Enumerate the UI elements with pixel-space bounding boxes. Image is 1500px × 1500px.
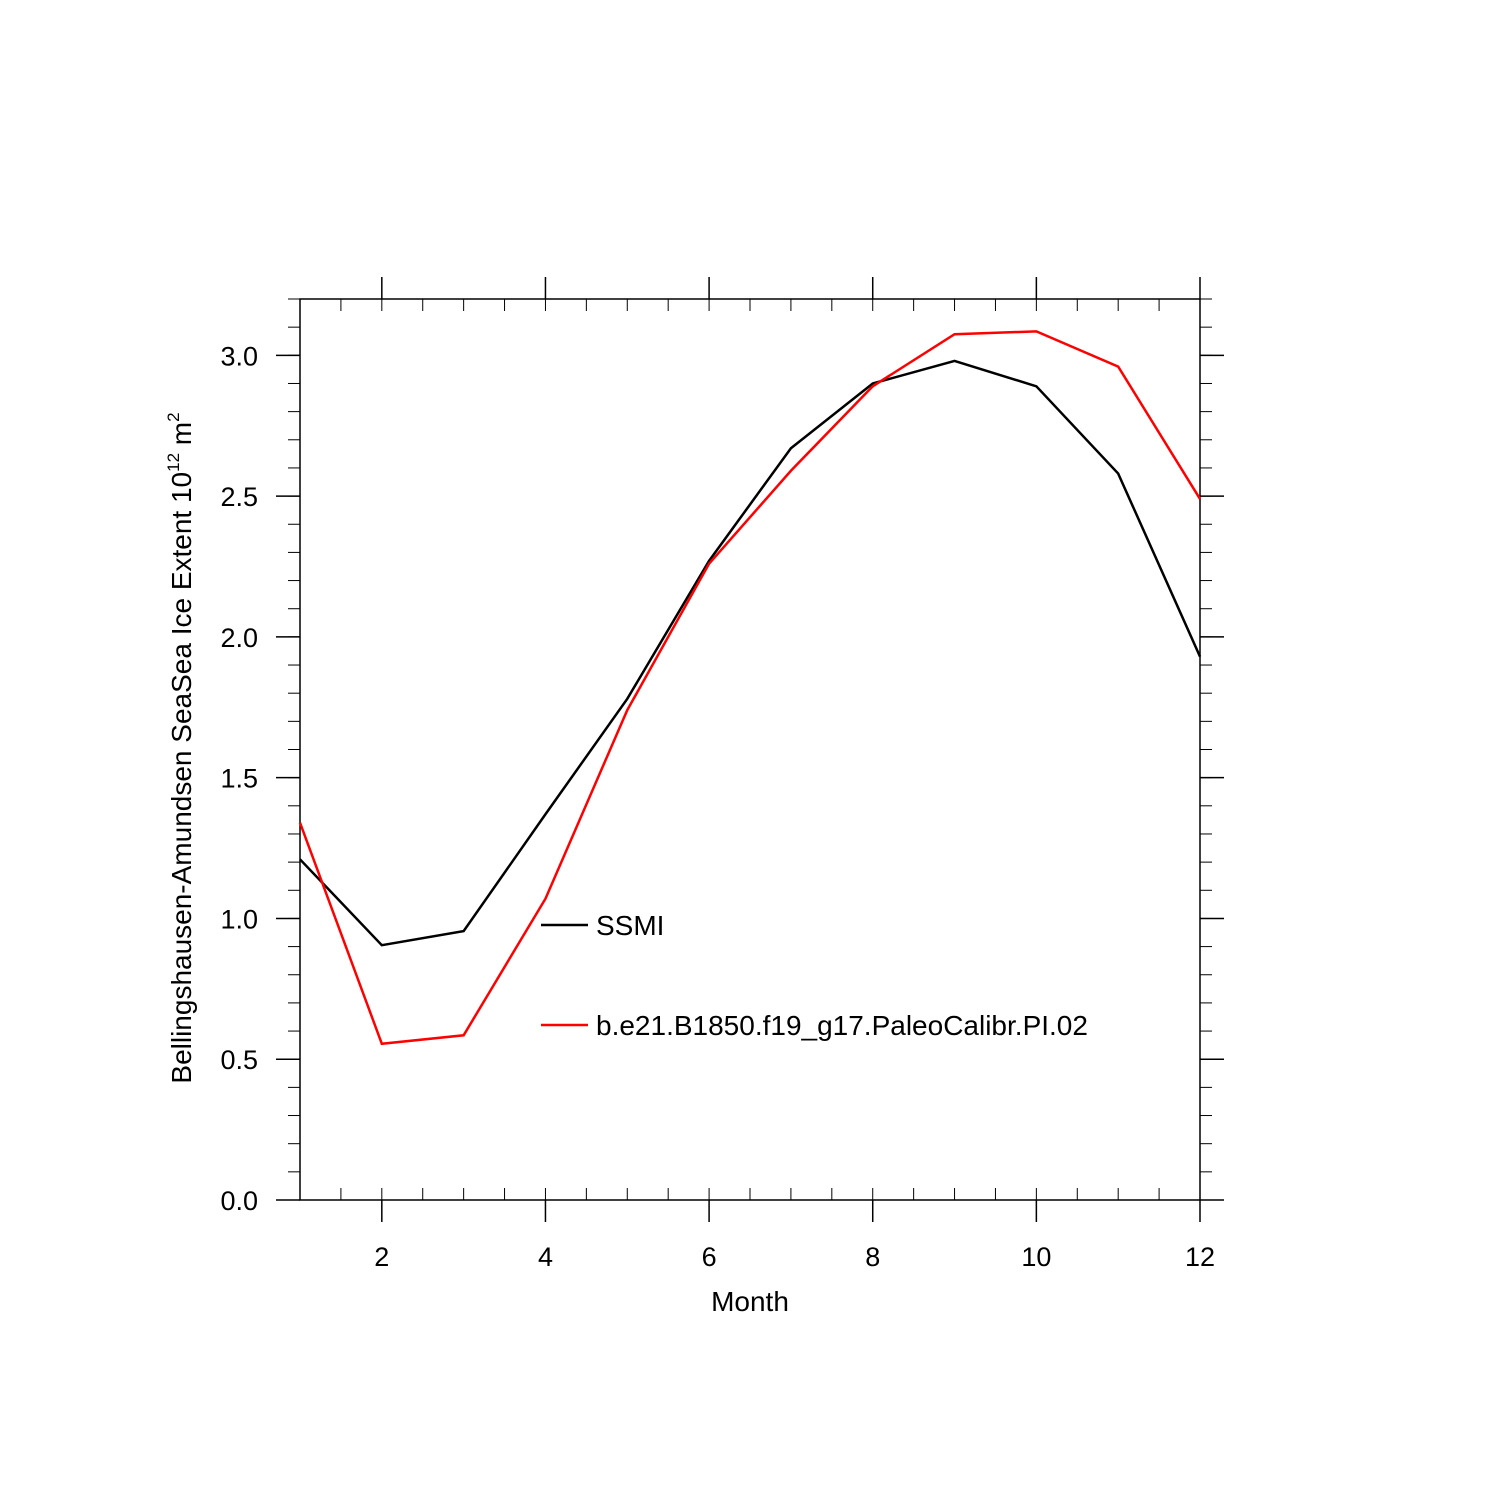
x-tick-label: 12 (1185, 1242, 1215, 1272)
x-tick-label: 4 (538, 1242, 553, 1272)
y-tick-labels: 0.0 0.5 1.0 1.5 2.0 2.5 3.0 (220, 341, 258, 1216)
y-axis-title-unit-exponent: 2 (164, 412, 183, 421)
x-tick-label: 10 (1021, 1242, 1051, 1272)
y-tick-label: 0.0 (220, 1186, 258, 1216)
y-axis-title-text: Bellingshausen-Amundsen SeaSea Ice Exten… (166, 472, 197, 1084)
y-tick-label: 3.0 (220, 341, 258, 371)
y-tick-label: 2.5 (220, 482, 258, 512)
y-tick-label: 1.5 (220, 764, 258, 794)
y-tick-label: 2.0 (220, 623, 258, 653)
x-axis-title: Month (711, 1286, 789, 1317)
x-tick-labels: 2 4 6 8 10 12 (374, 1242, 1215, 1272)
legend: SSMI b.e21.B1850.f19_g17.PaleoCalibr.PI.0… (541, 910, 1088, 1041)
y-axis-title-exponent: 12 (164, 453, 183, 472)
y-axis-title-unit: m (166, 422, 197, 453)
series-line-0 (299, 359, 1202, 947)
y-tick-label: 1.0 (220, 904, 258, 934)
legend-label-1: b.e21.B1850.f19_g17.PaleoCalibr.PI.02 (596, 1010, 1088, 1041)
x-tick-label: 2 (374, 1242, 389, 1272)
x-tick-label: 8 (865, 1242, 880, 1272)
series-line-1 (298, 330, 1202, 1046)
y-tick-label: 0.5 (220, 1045, 258, 1075)
series-layer (298, 330, 1202, 1046)
x-tick-label: 6 (702, 1242, 717, 1272)
major-ticks (276, 277, 1224, 1222)
y-axis-title: Bellingshausen-Amundsen SeaSea Ice Exten… (164, 412, 197, 1083)
legend-label-0: SSMI (596, 910, 664, 941)
plot-frame (299, 298, 1201, 1201)
minor-ticks (288, 298, 1212, 1201)
